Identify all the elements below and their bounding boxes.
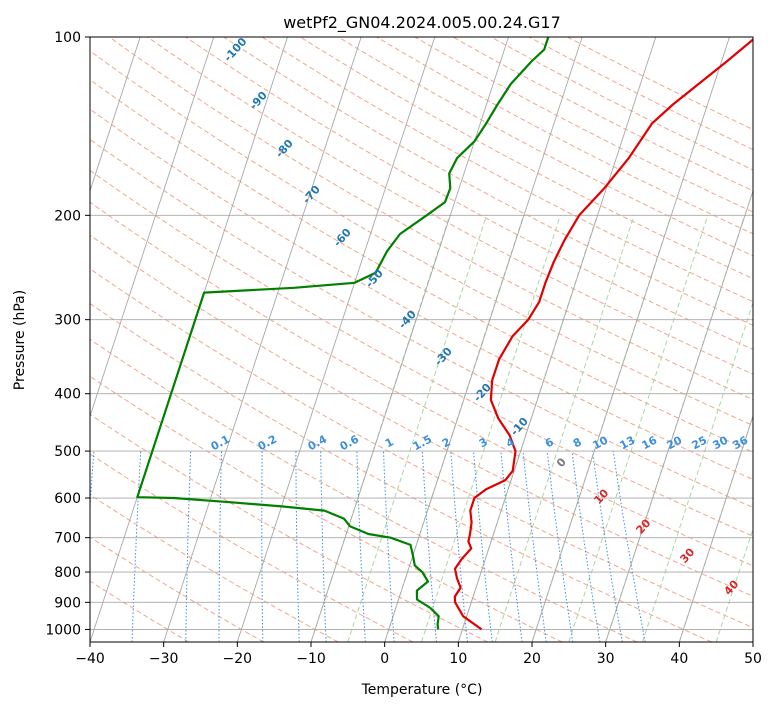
dry-adiabat-line — [147, 37, 753, 375]
mixing-ratio-line — [218, 451, 222, 642]
axes-layer: −40 −30 −20 −10 0 10 20 30 40 50 100 200 300 400 500 60… — [45, 30, 762, 667]
dewpoint-line — [136, 37, 550, 630]
mixing-ratio-label: 10 — [591, 433, 611, 452]
mixing-ratio-line — [356, 451, 366, 642]
mixing-ratio-label: 16 — [640, 433, 660, 452]
mixing-ratio-line — [473, 451, 493, 642]
mixing-ratio-line — [261, 451, 264, 642]
moist-adiabat-line — [421, 215, 561, 642]
mixing-ratio-line — [383, 451, 395, 642]
mixing-ratio-label: 13 — [618, 434, 638, 453]
temperature-line — [453, 38, 753, 631]
dry-adiabat-line — [90, 169, 753, 537]
x-tick-label: 50 — [744, 651, 762, 667]
x-tick-label: 30 — [597, 651, 615, 667]
isotherm-line — [163, 37, 362, 642]
x-tick-label: 10 — [449, 651, 467, 667]
mixing-ratio-line — [295, 451, 300, 642]
x-tick-label: −10 — [296, 651, 326, 667]
y-tick-label: 400 — [54, 387, 81, 403]
x-tick-label: 0 — [380, 651, 389, 667]
dry-adiabat-line — [90, 413, 488, 642]
moist-adiabat-line — [568, 215, 709, 642]
dry-adiabat-line — [185, 37, 753, 351]
isotherm-line — [90, 37, 141, 193]
dry-adiabat-line — [90, 268, 753, 629]
moist-adiabat-line — [494, 215, 635, 642]
mixing-ratio-label: 20 — [665, 433, 685, 452]
dry-adiabat-line — [90, 536, 264, 642]
moist-adiabat-line — [642, 301, 753, 642]
y-tick-label: 600 — [54, 491, 81, 507]
x-tick-label: −30 — [149, 651, 179, 667]
y-tick-label: 800 — [54, 565, 81, 581]
x-tick-label: 20 — [523, 651, 541, 667]
x-axis-label: Temperature (°C) — [361, 682, 483, 698]
mixing-ratio-label: 36 — [731, 433, 751, 452]
grid-layer — [90, 37, 753, 642]
mixing-ratio-line — [421, 451, 437, 642]
mixing-ratio-line — [185, 451, 192, 642]
x-tick-label: −20 — [223, 651, 253, 667]
y-tick-label: 700 — [54, 531, 81, 547]
x-tick-label: −40 — [75, 651, 105, 667]
y-tick-label: 500 — [54, 444, 81, 460]
dry-adiabat-line — [109, 37, 753, 401]
dry-adiabat-line — [90, 580, 190, 642]
isotherm-line — [236, 37, 436, 642]
data-layer — [136, 37, 753, 631]
dry-adiabat-line — [223, 37, 753, 326]
x-tick-label: 40 — [670, 651, 688, 667]
y-tick-label: 100 — [54, 30, 81, 46]
mixing-ratio-label: 25 — [690, 434, 710, 453]
mixing-ratio-line — [320, 451, 327, 642]
y-tick-label: 1000 — [45, 622, 81, 638]
isotherm-line — [605, 189, 753, 642]
dry-adiabat-line — [90, 138, 753, 508]
isotherm-line — [457, 37, 657, 642]
mixing-ratio-line — [450, 451, 468, 642]
moist-adiabat-line — [347, 215, 488, 642]
chart-title: wetPf2_GN04.2024.005.00.24.G17 — [283, 13, 561, 33]
isotherm-line — [384, 37, 583, 642]
dry-adiabat-line — [90, 201, 753, 567]
y-axis-label: Pressure (hPa) — [12, 290, 28, 390]
isotherm-line — [678, 414, 753, 642]
mixing-ratio-line — [90, 451, 95, 515]
dry-adiabat-line — [90, 338, 638, 642]
y-tick-label: 300 — [54, 313, 81, 329]
plot-frame — [89, 36, 754, 643]
y-tick-label: 900 — [54, 595, 81, 611]
isotherm-line — [531, 37, 730, 642]
isotherm-line — [90, 37, 215, 418]
mixing-ratio-label: 30 — [711, 433, 731, 452]
y-tick-label: 200 — [54, 208, 81, 224]
dry-adiabat-line — [90, 302, 712, 642]
